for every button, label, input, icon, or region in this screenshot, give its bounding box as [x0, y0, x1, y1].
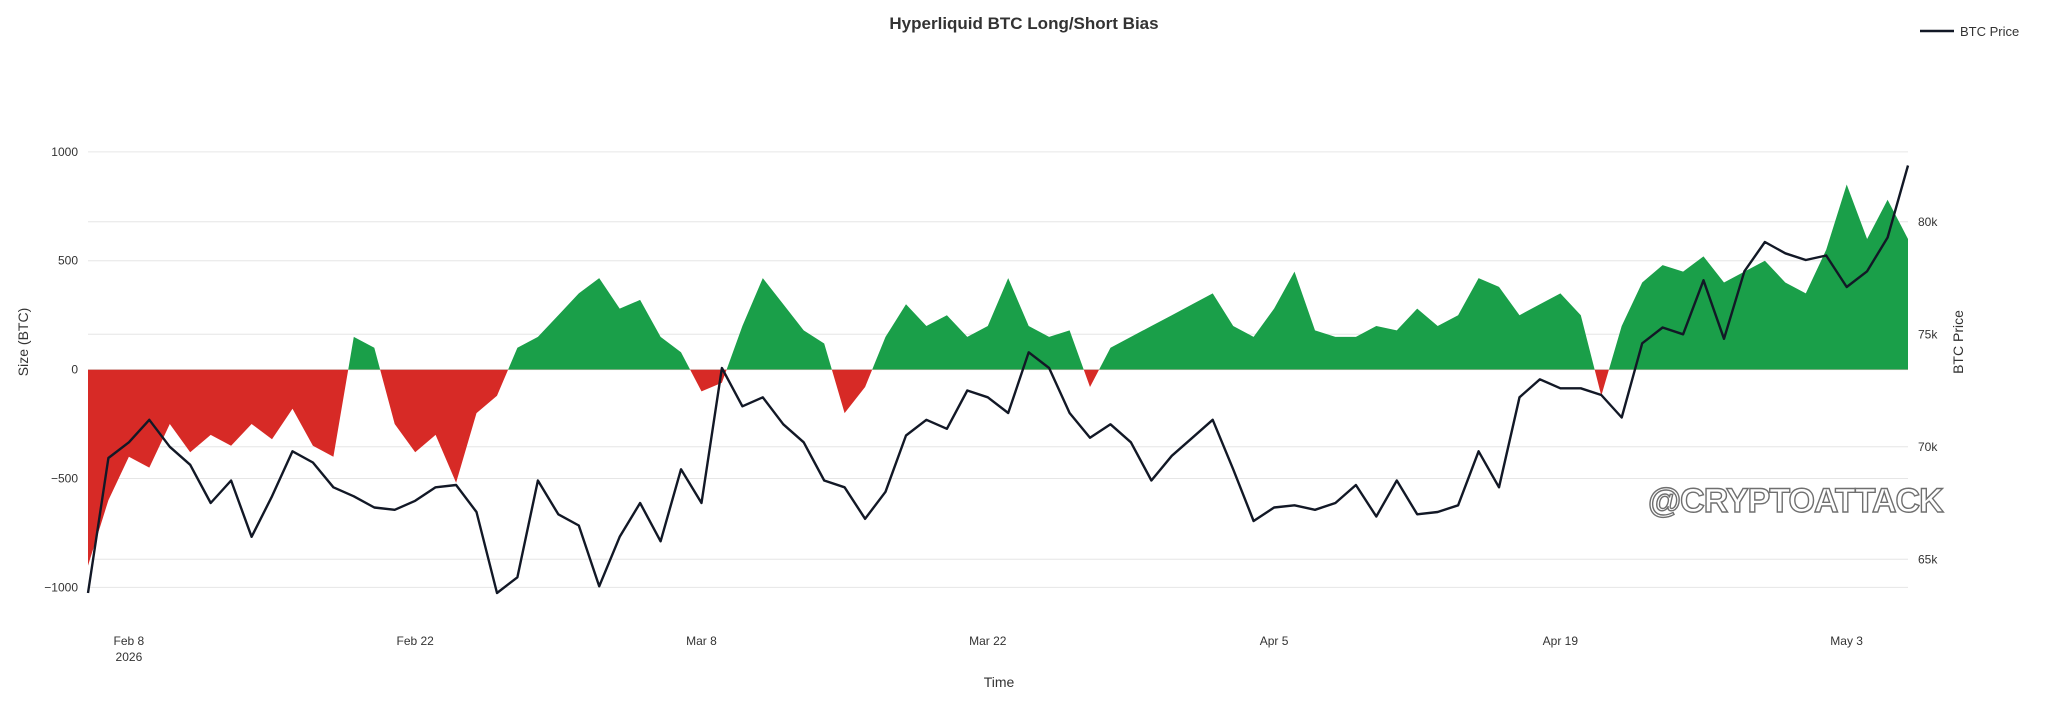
left-axis-title: Size (BTC) — [15, 308, 31, 376]
right-tick-label: 65k — [1918, 552, 1938, 566]
left-tick-label: 500 — [58, 254, 78, 268]
left-axis-ticks: 1000 500 0 −500 −1000 — [44, 145, 78, 594]
x-tick-label: Feb 8 — [114, 634, 145, 648]
right-axis-title: BTC Price — [1950, 310, 1966, 374]
watermark-text: @CRYPTOATTACK — [1648, 482, 1944, 520]
left-tick-label: −1000 — [44, 580, 78, 594]
x-axis-ticks: Feb 8 2026 Feb 22 Mar 8 Mar 22 Apr 5 Apr 19 May… — [114, 634, 1864, 664]
x-tick-label: Mar 8 — [686, 634, 717, 648]
right-axis-ticks: 80k 75k 70k 65k — [1918, 215, 1938, 567]
size-area-positive — [348, 184, 1908, 370]
chart-title: Hyperliquid BTC Long/Short Bias — [889, 14, 1158, 33]
right-tick-label: 70k — [1918, 440, 1938, 454]
grid — [88, 151, 1908, 588]
right-tick-label: 75k — [1918, 327, 1938, 341]
x-tick-label: May 3 — [1830, 634, 1863, 648]
x-tick-label: Feb 22 — [397, 634, 435, 648]
size-area-negative — [88, 369, 1908, 566]
size-area-series — [88, 184, 1908, 566]
legend-label-btc-price: BTC Price — [1960, 24, 2019, 39]
legend[interactable]: BTC Price — [1920, 24, 2019, 39]
x-tick-label: Mar 22 — [969, 634, 1007, 648]
left-tick-label: 0 — [71, 363, 78, 377]
x-tick-label: Apr 5 — [1260, 634, 1289, 648]
left-tick-label: 1000 — [51, 145, 78, 159]
x-axis-title: Time — [984, 674, 1015, 690]
x-tick-label: Apr 19 — [1543, 634, 1579, 648]
x-tick-year-label: 2026 — [116, 650, 143, 664]
btc-price-line — [86, 165, 1910, 595]
watermark: @CRYPTOATTACK — [1647, 481, 1946, 520]
right-tick-label: 80k — [1918, 215, 1938, 229]
left-tick-label: −500 — [51, 471, 78, 485]
btc-price-series — [86, 165, 1910, 595]
